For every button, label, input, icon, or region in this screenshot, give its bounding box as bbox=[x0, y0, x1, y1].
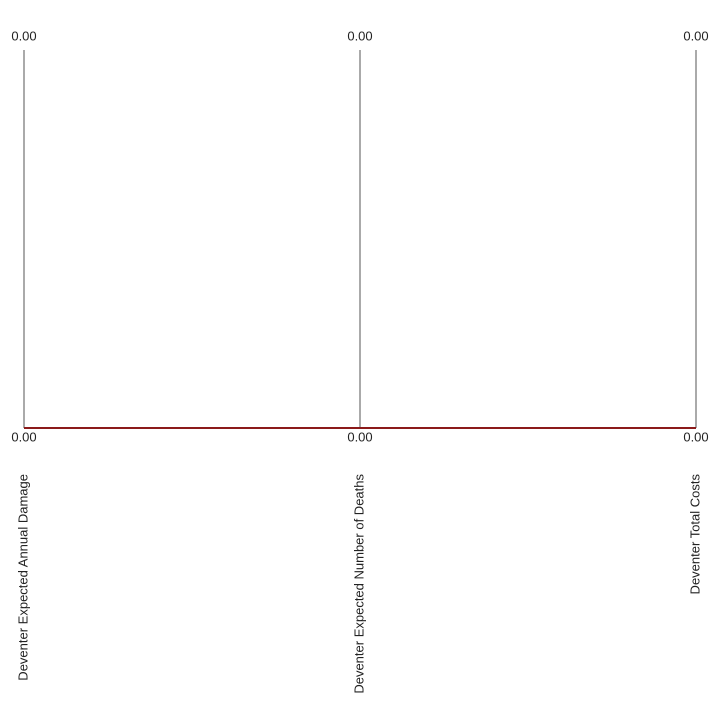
axis-max-label: 0.00 bbox=[683, 28, 708, 43]
axis-min-label: 0.00 bbox=[347, 429, 372, 444]
axis-name: Deventer Expected Number of Deaths bbox=[351, 474, 366, 694]
axis-min-label: 0.00 bbox=[683, 429, 708, 444]
axis-max-label: 0.00 bbox=[11, 28, 36, 43]
axis-max-label: 0.00 bbox=[347, 28, 372, 43]
axis-name: Deventer Total Costs bbox=[687, 474, 702, 595]
axis-min-label: 0.00 bbox=[11, 429, 36, 444]
axis-name: Deventer Expected Annual Damage bbox=[15, 474, 30, 681]
